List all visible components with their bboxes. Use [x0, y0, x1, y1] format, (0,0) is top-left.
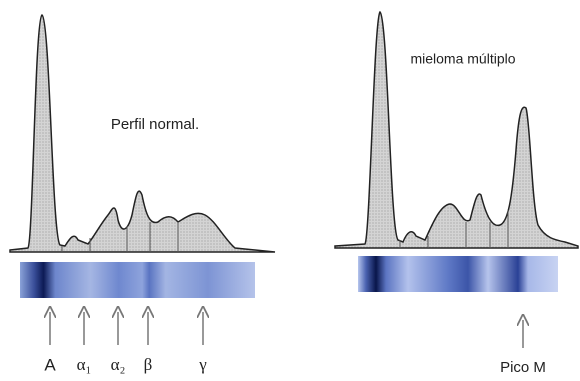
gel-strip	[20, 262, 255, 298]
normal-curve	[10, 15, 275, 252]
right-title: mieloma múltiplo	[410, 51, 515, 67]
arrows	[50, 312, 523, 348]
myeloma-curve	[335, 12, 578, 248]
fraction-label: α₂	[111, 355, 126, 374]
fraction-label: α₁	[77, 355, 92, 374]
m-peak-label: Pico M	[500, 359, 546, 376]
fraction-label: β	[144, 355, 153, 374]
fraction-label: A	[44, 355, 56, 374]
page: Perfil normal. mieloma múltiplo Aα₁α₂βγ …	[0, 0, 580, 381]
electrophoresis-diagram: Perfil normal. mieloma múltiplo Aα₁α₂βγ …	[0, 0, 580, 381]
left-title: Perfil normal.	[111, 116, 199, 133]
fraction-label: γ	[198, 355, 207, 374]
gel-strip	[358, 256, 558, 292]
